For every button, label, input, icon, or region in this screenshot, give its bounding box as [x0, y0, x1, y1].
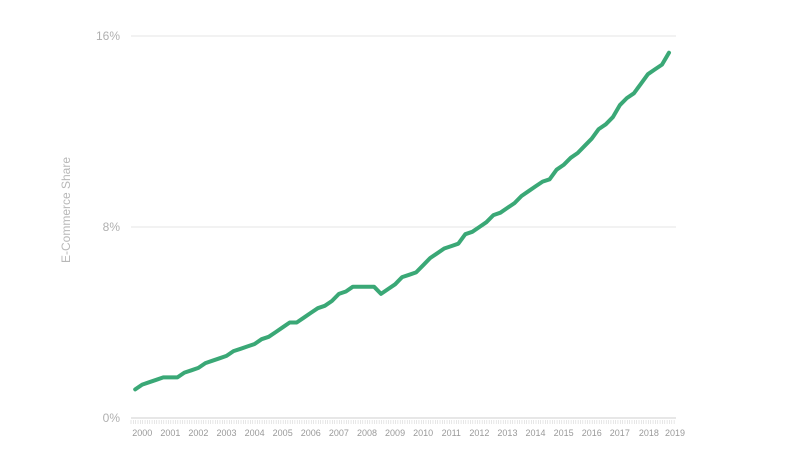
x-tick-label: 2001 [160, 428, 180, 438]
x-tick-label: 2006 [301, 428, 321, 438]
x-tick-label: 2002 [188, 428, 208, 438]
x-tick-label: 2017 [610, 428, 630, 438]
series-group [133, 50, 671, 392]
x-axis-ticks: 2000 2001 2002 2003 2004 2005 2006 2007 2008 2009… [130, 420, 685, 438]
x-tick-label: 2005 [273, 428, 293, 438]
series-line [133, 50, 671, 392]
gridlines [131, 35, 676, 419]
x-tick-label: 2003 [216, 428, 236, 438]
x-tick-label: 2019 [665, 428, 685, 438]
x-tick-label: 2007 [329, 428, 349, 438]
x-tick-label: 2004 [245, 428, 265, 438]
y-tick-label: 8% [103, 220, 121, 234]
y-axis-label: E-Commerce Share [59, 157, 73, 263]
x-tick-label: 2008 [357, 428, 377, 438]
x-tick-label: 2009 [385, 428, 405, 438]
x-tick-label: 2012 [469, 428, 489, 438]
x-tick-label: 2000 [132, 428, 152, 438]
x-tick-label: 2016 [582, 428, 602, 438]
y-axis-ticks: 0% 8% 16% [96, 29, 120, 425]
x-tick-label: 2014 [526, 428, 546, 438]
x-tick-label: 2015 [554, 428, 574, 438]
x-tick-label: 2018 [639, 428, 659, 438]
y-tick-label: 0% [103, 411, 121, 425]
y-tick-label: 16% [96, 29, 120, 43]
x-tick-label: 2010 [413, 428, 433, 438]
x-tick-label: 2013 [497, 428, 517, 438]
x-tick-label: 2011 [442, 428, 461, 438]
